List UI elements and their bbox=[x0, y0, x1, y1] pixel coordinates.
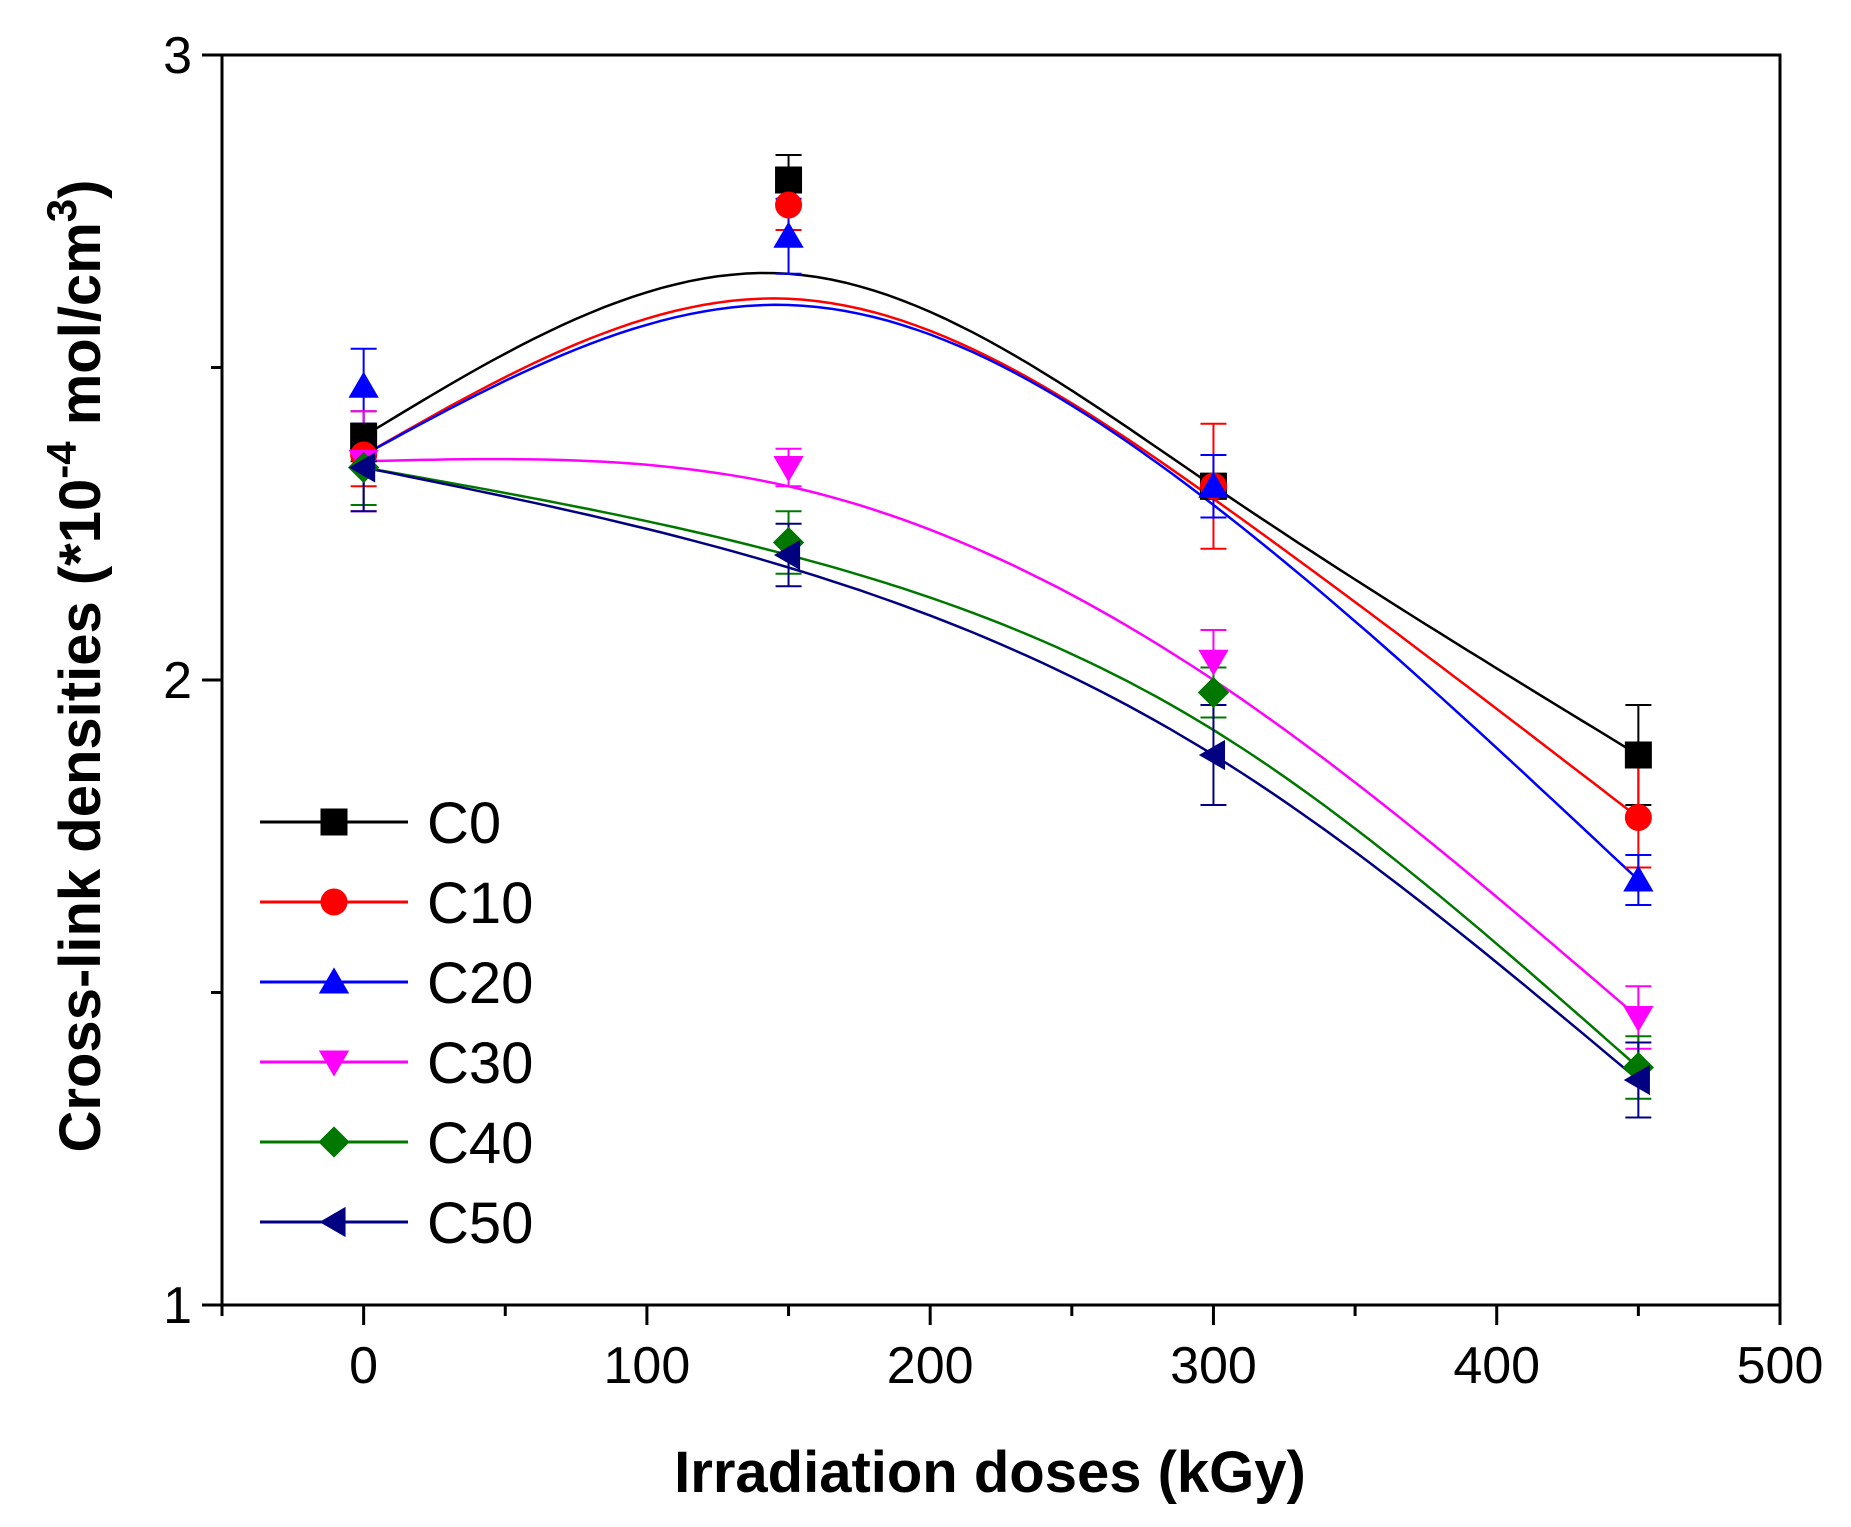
y-tick-label: 1 bbox=[163, 1277, 192, 1335]
fit-curve-c30 bbox=[363, 457, 1640, 1019]
x-tick-label: 300 bbox=[1170, 1337, 1257, 1395]
data-markers bbox=[347, 166, 1655, 1096]
fit-curve-c50 bbox=[363, 466, 1640, 1081]
data-point-c0 bbox=[1624, 741, 1652, 769]
legend-label-c0: C0 bbox=[427, 791, 501, 856]
data-point-c10 bbox=[775, 191, 803, 219]
fit-curve-c10 bbox=[362, 297, 1640, 819]
y-title-exp: -4 bbox=[38, 441, 85, 479]
axes: 0 100 200 300 400 500 1 2 3 bbox=[163, 27, 1823, 1395]
error-bars bbox=[350, 154, 1652, 1119]
y-title-middle: mol/cm bbox=[48, 222, 113, 441]
x-tick-label: 400 bbox=[1453, 1337, 1540, 1395]
legend-marker-c30 bbox=[318, 1050, 350, 1077]
x-tick-label: 500 bbox=[1737, 1337, 1824, 1395]
data-point-c20 bbox=[1198, 471, 1229, 498]
legend: C0 C10 C20 C30 C40 C50 bbox=[260, 791, 533, 1256]
legend-label-c30: C30 bbox=[427, 1031, 533, 1096]
legend-marker-c40 bbox=[318, 1126, 350, 1158]
fit-curves bbox=[362, 271, 1640, 1081]
fit-curve-c40 bbox=[363, 466, 1640, 1069]
x-tick-label: 0 bbox=[349, 1337, 378, 1395]
data-point-c50 bbox=[773, 539, 801, 571]
data-point-c20 bbox=[773, 221, 804, 248]
y-tick-label: 3 bbox=[163, 27, 192, 85]
legend-label-c40: C40 bbox=[427, 1111, 533, 1176]
legend-marker-c10 bbox=[320, 888, 348, 916]
legend-label-c10: C10 bbox=[427, 871, 533, 936]
data-point-c50 bbox=[1623, 1064, 1650, 1096]
legend-label-c50: C50 bbox=[427, 1191, 533, 1256]
data-point-c50 bbox=[348, 452, 376, 483]
data-point-c40 bbox=[1197, 676, 1230, 709]
data-point-c20 bbox=[1623, 865, 1654, 892]
legend-label-c20: C20 bbox=[427, 951, 533, 1016]
data-point-c50 bbox=[1198, 739, 1226, 771]
y-title-suffix: ) bbox=[48, 180, 113, 199]
y-tick-label: 2 bbox=[163, 652, 192, 710]
y-title-exp2: 3 bbox=[38, 199, 85, 222]
data-point-c30 bbox=[1198, 649, 1229, 676]
x-tick-label: 100 bbox=[604, 1337, 691, 1395]
fit-curve-c0 bbox=[362, 271, 1640, 757]
data-point-c0 bbox=[775, 166, 803, 194]
fit-curve-c20 bbox=[363, 303, 1640, 881]
data-point-c30 bbox=[1623, 1005, 1654, 1033]
data-point-c30 bbox=[773, 455, 804, 483]
y-axis-title: Cross-link densities (*10-4 mol/cm3) bbox=[38, 180, 113, 1153]
legend-marker-c20 bbox=[318, 967, 350, 994]
x-tick-label: 200 bbox=[887, 1337, 974, 1395]
x-axis-title: Irradiation doses (kGy) bbox=[674, 1440, 1306, 1505]
y-title-prefix: Cross-link densities (*10 bbox=[48, 479, 113, 1153]
data-point-c10 bbox=[1624, 804, 1652, 831]
legend-marker-c0 bbox=[320, 808, 348, 836]
legend-marker-c50 bbox=[319, 1206, 346, 1238]
data-point-c20 bbox=[348, 371, 379, 398]
